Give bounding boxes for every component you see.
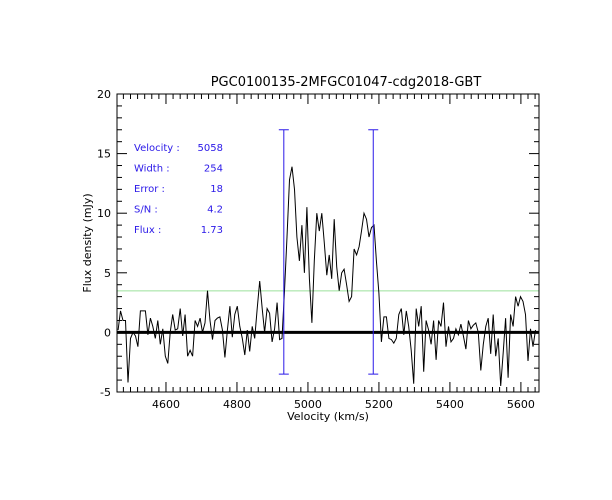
y-tick-label: 10	[97, 207, 111, 220]
annotation-label: Width :	[134, 164, 170, 175]
annotation-label: Flux :	[134, 225, 161, 236]
annotation-value: 4.2	[207, 205, 223, 216]
annotation-value: 1.73	[201, 225, 223, 236]
y-tick-label: 5	[104, 267, 111, 280]
plot-frame	[116, 93, 540, 393]
x-tick-label: 5000	[294, 398, 322, 411]
x-tick-label: 5200	[365, 398, 393, 411]
y-tick-label: 15	[97, 148, 111, 161]
y-axis-label: Flux density (mJy)	[81, 193, 94, 292]
annotation-value: 18	[210, 184, 223, 195]
annotation-value: 254	[204, 164, 223, 175]
x-axis-label: Velocity (km/s)	[287, 410, 369, 423]
y-tick-label: -5	[100, 386, 111, 399]
annotation-label: Error :	[134, 184, 165, 195]
annotation-label: Velocity :	[134, 143, 180, 154]
x-tick-label: 5600	[507, 398, 535, 411]
x-tick-label: 4600	[152, 398, 180, 411]
x-tick-label: 4800	[223, 398, 251, 411]
x-tick-label: 5400	[436, 398, 464, 411]
y-tick-label: 0	[104, 326, 111, 339]
spectrum-line	[117, 166, 536, 387]
annotation-value: 5058	[198, 143, 223, 154]
annotation-label: S/N :	[134, 205, 158, 216]
y-tick-label: 20	[97, 88, 111, 101]
chart-title: PGC0100135-2MFGC01047-cdg2018-GBT	[211, 75, 482, 90]
